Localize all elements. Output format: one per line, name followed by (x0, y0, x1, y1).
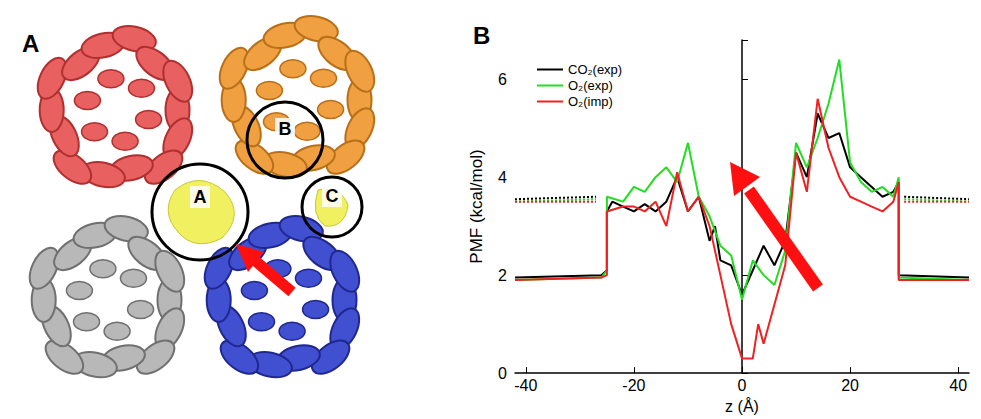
svg-text:A: A (22, 30, 39, 57)
svg-text:B: B (473, 22, 490, 49)
svg-text:2: 2 (498, 267, 507, 284)
svg-text:PMF (kcal/mol): PMF (kcal/mol) (467, 149, 486, 263)
svg-text:4: 4 (498, 169, 507, 186)
svg-text:O₂(imp): O₂(imp) (568, 94, 613, 109)
svg-text:CO₂(exp): CO₂(exp) (568, 62, 622, 77)
svg-text:C: C (326, 186, 339, 206)
svg-text:z (Å): z (Å) (725, 397, 759, 415)
svg-text:O₂(exp): O₂(exp) (568, 78, 613, 93)
svg-text:-20: -20 (622, 377, 645, 394)
svg-text:-40: -40 (514, 377, 537, 394)
svg-text:0: 0 (738, 377, 747, 394)
svg-text:B: B (279, 119, 292, 139)
svg-text:6: 6 (498, 71, 507, 88)
svg-text:40: 40 (949, 377, 967, 394)
svg-text:20: 20 (841, 377, 859, 394)
svg-text:0: 0 (498, 365, 507, 382)
svg-text:A: A (194, 187, 207, 207)
